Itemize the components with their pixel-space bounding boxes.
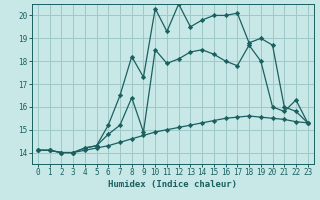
X-axis label: Humidex (Indice chaleur): Humidex (Indice chaleur) xyxy=(108,180,237,189)
